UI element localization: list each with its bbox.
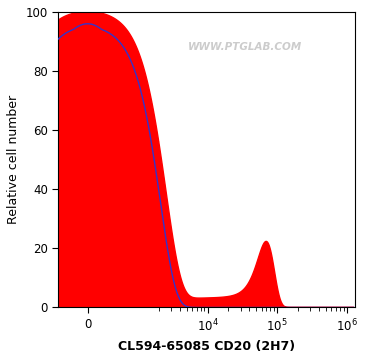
X-axis label: CL594-65085 CD20 (2H7): CL594-65085 CD20 (2H7)	[118, 340, 295, 353]
Y-axis label: Relative cell number: Relative cell number	[7, 95, 20, 224]
Text: WWW.PTGLAB.COM: WWW.PTGLAB.COM	[188, 42, 302, 53]
